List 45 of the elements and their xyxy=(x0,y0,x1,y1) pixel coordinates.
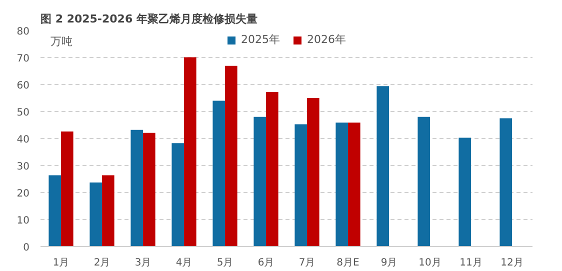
bar xyxy=(61,131,74,246)
x-tick-label: 8月E xyxy=(336,258,360,268)
x-tick-label: 11月 xyxy=(460,258,482,268)
bar xyxy=(225,66,238,246)
bar xyxy=(48,175,61,246)
x-tick-label: 7月 xyxy=(298,258,316,268)
bar xyxy=(294,124,307,246)
y-tick-label: 80 xyxy=(16,26,30,38)
bar xyxy=(212,100,225,246)
legend-label: 2026年 xyxy=(307,32,346,47)
y-tick-label: 20 xyxy=(16,188,30,200)
bar xyxy=(376,86,389,246)
x-tick-label: 9月 xyxy=(380,258,398,268)
bar xyxy=(500,118,512,246)
bar xyxy=(184,57,196,246)
bar xyxy=(266,92,278,246)
y-axis-title: 万吨 xyxy=(50,34,72,48)
x-tick-label: 4月 xyxy=(176,258,192,268)
x-tick-label: 12月 xyxy=(500,258,524,268)
bar xyxy=(130,130,143,246)
x-tick-label: 2月 xyxy=(94,258,110,268)
x-tick-label: 3月 xyxy=(134,258,152,268)
x-tick-label: 5月 xyxy=(216,258,234,268)
bar xyxy=(172,143,184,246)
bar xyxy=(90,182,102,246)
x-tick-label: 10月 xyxy=(418,258,442,268)
y-tick-label: 40 xyxy=(16,134,30,146)
x-tick-label: 6月 xyxy=(258,258,274,268)
y-tick-label: 60 xyxy=(16,80,30,92)
bar xyxy=(143,132,156,246)
bar xyxy=(348,122,360,246)
y-tick-label: 0 xyxy=(23,242,30,254)
bar xyxy=(307,98,320,246)
chart-title: 图 2 2025-2026 年聚乙烯月度检修损失量 xyxy=(40,12,258,26)
bar xyxy=(458,138,471,246)
y-tick-label: 70 xyxy=(16,54,30,64)
y-tick-label: 50 xyxy=(16,108,30,118)
bar xyxy=(254,116,266,246)
bar xyxy=(102,175,114,246)
y-tick-label: 30 xyxy=(16,162,30,172)
y-tick-label: 10 xyxy=(16,216,30,226)
x-tick-label: 1月 xyxy=(52,258,70,268)
bar xyxy=(418,116,430,246)
legend-label: 2025年 xyxy=(241,32,280,47)
bar xyxy=(336,122,348,246)
